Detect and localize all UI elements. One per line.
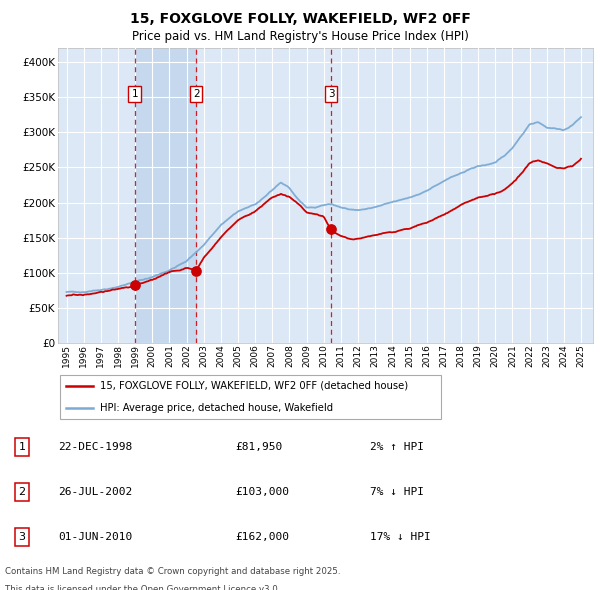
Text: 01-JUN-2010: 01-JUN-2010 xyxy=(58,532,132,542)
Text: 17% ↓ HPI: 17% ↓ HPI xyxy=(370,532,431,542)
Point xyxy=(191,266,201,276)
Text: This data is licensed under the Open Government Licence v3.0.: This data is licensed under the Open Gov… xyxy=(5,585,280,590)
Text: 7% ↓ HPI: 7% ↓ HPI xyxy=(370,487,424,497)
Text: 2: 2 xyxy=(19,487,26,497)
Text: 3: 3 xyxy=(19,532,25,542)
Text: £81,950: £81,950 xyxy=(235,442,282,452)
Text: 26-JUL-2002: 26-JUL-2002 xyxy=(58,487,132,497)
Text: £162,000: £162,000 xyxy=(235,532,289,542)
Bar xyxy=(134,48,196,343)
Text: 2: 2 xyxy=(193,88,200,99)
Text: 3: 3 xyxy=(328,88,334,99)
Text: 15, FOXGLOVE FOLLY, WAKEFIELD, WF2 0FF (detached house): 15, FOXGLOVE FOLLY, WAKEFIELD, WF2 0FF (… xyxy=(100,381,409,391)
Point xyxy=(326,224,336,234)
Point xyxy=(130,281,139,290)
Text: 22-DEC-1998: 22-DEC-1998 xyxy=(58,442,132,452)
Text: 2% ↑ HPI: 2% ↑ HPI xyxy=(370,442,424,452)
Text: Price paid vs. HM Land Registry's House Price Index (HPI): Price paid vs. HM Land Registry's House … xyxy=(131,31,469,44)
FancyBboxPatch shape xyxy=(60,375,441,419)
Text: 1: 1 xyxy=(131,88,138,99)
Text: 1: 1 xyxy=(19,442,25,452)
Text: HPI: Average price, detached house, Wakefield: HPI: Average price, detached house, Wake… xyxy=(100,403,334,413)
Text: 15, FOXGLOVE FOLLY, WAKEFIELD, WF2 0FF: 15, FOXGLOVE FOLLY, WAKEFIELD, WF2 0FF xyxy=(130,12,470,26)
Text: Contains HM Land Registry data © Crown copyright and database right 2025.: Contains HM Land Registry data © Crown c… xyxy=(5,566,341,575)
Text: £103,000: £103,000 xyxy=(235,487,289,497)
